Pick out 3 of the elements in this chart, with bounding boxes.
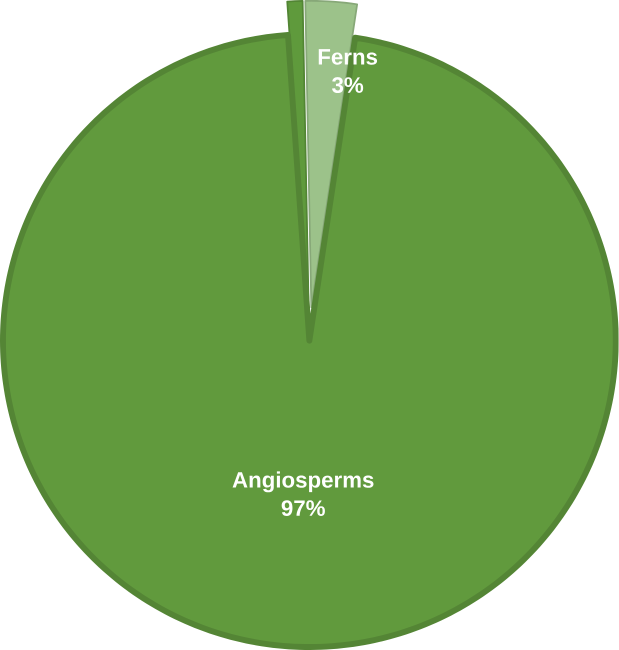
slice-label: Angiosperms: [232, 471, 374, 492]
data-label: 97%: [282, 500, 326, 516]
data-label: 3%: [332, 77, 364, 93]
